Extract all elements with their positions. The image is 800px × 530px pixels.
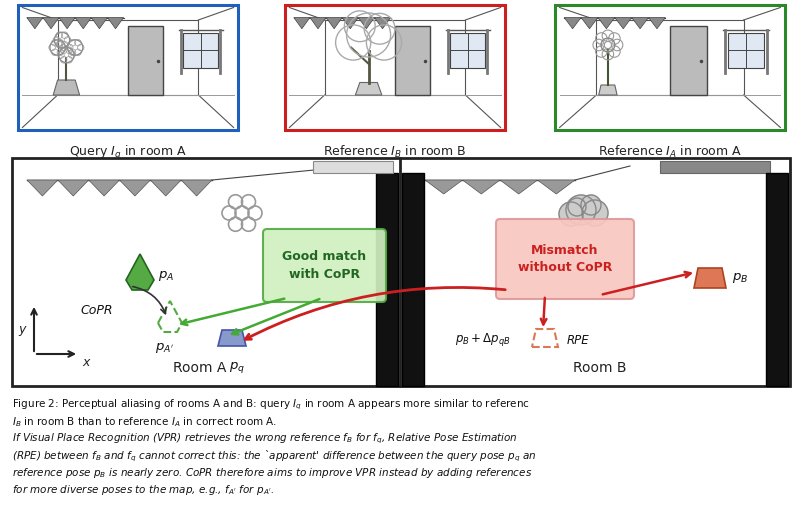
FancyBboxPatch shape [496, 219, 634, 299]
Polygon shape [564, 17, 581, 29]
Polygon shape [27, 180, 58, 196]
Polygon shape [89, 180, 119, 196]
Bar [727, 32, 764, 67]
Text: $p_q$: $p_q$ [229, 360, 245, 375]
Polygon shape [598, 85, 617, 95]
Polygon shape [581, 17, 598, 29]
Bar [660, 161, 770, 173]
Text: x: x [82, 356, 90, 369]
Text: Reference $\mathit{I_A}$ in room A: Reference $\mathit{I_A}$ in room A [598, 144, 742, 160]
Circle shape [568, 198, 586, 216]
Text: RPE: RPE [567, 333, 590, 347]
Polygon shape [158, 301, 182, 332]
Text: $p_A$: $p_A$ [158, 269, 174, 283]
Polygon shape [43, 17, 59, 29]
Text: Room A: Room A [174, 361, 226, 375]
Circle shape [582, 200, 608, 226]
Text: $p_{A'}$: $p_{A'}$ [155, 341, 174, 355]
Bar [128, 26, 163, 95]
Polygon shape [355, 83, 382, 95]
Text: CoPR: CoPR [81, 304, 114, 316]
Bar [670, 26, 707, 95]
Circle shape [559, 202, 583, 226]
Polygon shape [598, 17, 614, 29]
Polygon shape [358, 17, 374, 29]
Text: Mismatch
without CoPR: Mismatch without CoPR [518, 244, 612, 274]
FancyBboxPatch shape [285, 5, 505, 130]
Bar [313, 161, 393, 173]
Bar [376, 173, 398, 386]
Polygon shape [342, 17, 358, 29]
Polygon shape [75, 17, 91, 29]
Bar [183, 32, 218, 67]
Text: Reference $\mathit{I_B}$ in room B: Reference $\mathit{I_B}$ in room B [323, 144, 466, 160]
Polygon shape [632, 17, 649, 29]
Polygon shape [649, 17, 666, 29]
Text: $p_B$: $p_B$ [732, 271, 748, 285]
FancyBboxPatch shape [263, 229, 386, 302]
Polygon shape [58, 180, 89, 196]
Text: for more diverse poses to the map, e.g., $\mathit{f_{A'}}$ for $\mathit{p_{A'}}$: for more diverse poses to the map, e.g.,… [12, 483, 274, 497]
Bar [450, 32, 485, 67]
Circle shape [581, 195, 601, 215]
Polygon shape [126, 254, 154, 290]
Polygon shape [694, 268, 726, 288]
Polygon shape [53, 80, 80, 95]
Polygon shape [119, 180, 150, 196]
Text: $p_B + \Delta p_{qB}$: $p_B + \Delta p_{qB}$ [455, 331, 511, 349]
Polygon shape [107, 17, 123, 29]
Bar [395, 26, 430, 95]
FancyBboxPatch shape [18, 5, 238, 130]
Polygon shape [538, 180, 575, 194]
Polygon shape [532, 329, 558, 347]
Polygon shape [150, 180, 181, 196]
Text: $\mathit{I_B}$ in room B than to reference $\mathit{I_A}$ in correct room A.: $\mathit{I_B}$ in room B than to referen… [12, 415, 277, 429]
Polygon shape [218, 330, 246, 346]
Polygon shape [425, 180, 462, 194]
Text: Figure 2: Perceptual aliasing of rooms A and B: query $\mathit{I_q}$ in room A a: Figure 2: Perceptual aliasing of rooms A… [12, 398, 530, 412]
Text: If Visual Place Recognition (VPR) retrieves the wrong reference $\mathit{f_B}$ f: If Visual Place Recognition (VPR) retrie… [12, 432, 518, 446]
Text: reference pose $\mathit{p_B}$ is nearly zero. CoPR therefore aims to improve VPR: reference pose $\mathit{p_B}$ is nearly … [12, 466, 532, 480]
FancyBboxPatch shape [555, 5, 785, 130]
Polygon shape [181, 180, 212, 196]
Circle shape [566, 195, 596, 225]
Text: (RPE) between $\mathit{f_B}$ and $\mathit{f_q}$ cannot correct this: the `appare: (RPE) between $\mathit{f_B}$ and $\mathi… [12, 449, 537, 464]
Text: Good match
with CoPR: Good match with CoPR [282, 251, 366, 280]
Polygon shape [500, 180, 538, 194]
Text: Room B: Room B [574, 361, 626, 375]
Text: y: y [18, 322, 26, 335]
Polygon shape [614, 17, 632, 29]
Polygon shape [374, 17, 390, 29]
Text: Query $\mathit{I_q}$ in room A: Query $\mathit{I_q}$ in room A [69, 144, 187, 162]
Polygon shape [91, 17, 107, 29]
Polygon shape [310, 17, 326, 29]
Polygon shape [27, 17, 43, 29]
FancyBboxPatch shape [12, 158, 790, 386]
Bar [402, 173, 424, 386]
Polygon shape [326, 17, 342, 29]
Polygon shape [294, 17, 310, 29]
Polygon shape [462, 180, 500, 194]
Bar [766, 173, 788, 386]
Polygon shape [59, 17, 75, 29]
